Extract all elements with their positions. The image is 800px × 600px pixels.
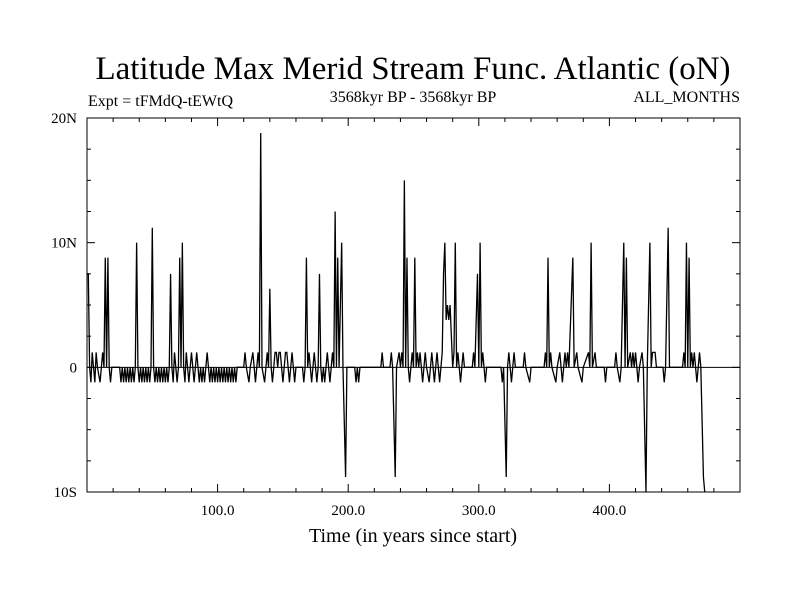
y-tick-label: 10S bbox=[54, 485, 77, 501]
months-label: ALL_MONTHS bbox=[633, 89, 740, 106]
plot-frame bbox=[86, 117, 741, 493]
y-tick-label: 0 bbox=[70, 360, 78, 376]
x-tick-label: 200.0 bbox=[331, 503, 365, 519]
x-tick-label: 100.0 bbox=[201, 503, 235, 519]
series-line bbox=[87, 132, 706, 493]
x-axis: 100.0 200.0 300.0 400.0 bbox=[112, 118, 715, 519]
y-tick-label: 10N bbox=[51, 236, 77, 252]
time-range-label: 3568kyr BP - 3568kyr BP bbox=[330, 89, 497, 106]
y-axis: 20N 10N 0 10S bbox=[51, 111, 740, 501]
y-tick-label: 20N bbox=[51, 111, 77, 127]
x-tick-label: 300.0 bbox=[462, 503, 496, 519]
x-axis-label: Time (in years since start) bbox=[309, 525, 517, 547]
x-tick-label: 400.0 bbox=[593, 503, 627, 519]
experiment-label: Expt = tFMdQ-tEWtQ bbox=[88, 93, 233, 110]
chart-title: Latitude Max Merid Stream Func. Atlantic… bbox=[95, 51, 730, 87]
